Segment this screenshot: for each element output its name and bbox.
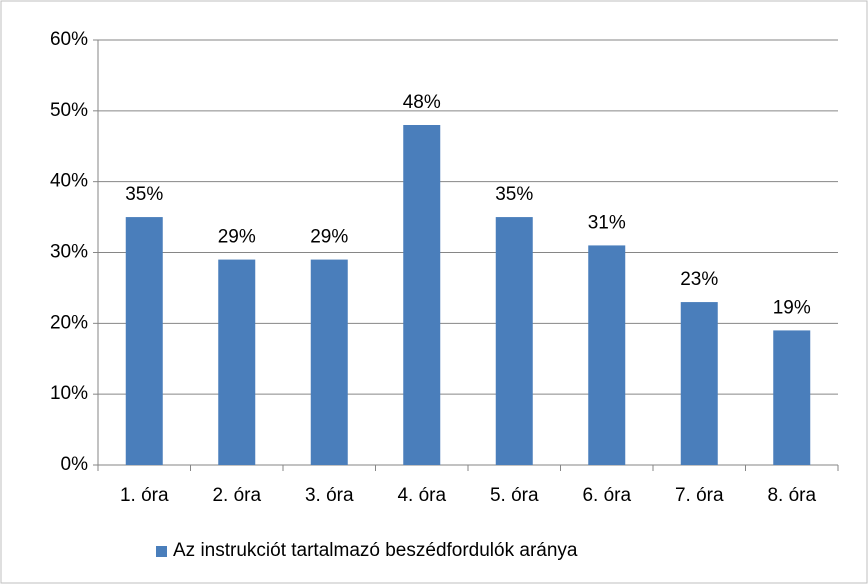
x-tick-label: 6. óra bbox=[582, 485, 631, 506]
x-tick-label: 8. óra bbox=[767, 485, 816, 506]
x-tick-label: 5. óra bbox=[490, 485, 539, 506]
y-tick-label: 20% bbox=[50, 312, 88, 333]
y-tick-label: 40% bbox=[50, 171, 88, 192]
y-tick-label: 10% bbox=[50, 383, 88, 404]
data-label: 48% bbox=[403, 92, 441, 113]
bar bbox=[495, 217, 533, 465]
y-tick-label: 60% bbox=[50, 29, 88, 50]
x-tick-label: 1. óra bbox=[120, 485, 169, 506]
x-tick-label: 2. óra bbox=[212, 485, 261, 506]
data-label: 35% bbox=[125, 184, 163, 205]
data-label: 31% bbox=[588, 212, 626, 233]
bar bbox=[310, 259, 348, 465]
x-tick-label: 3. óra bbox=[305, 485, 354, 506]
data-label: 29% bbox=[310, 227, 348, 248]
x-tick-label: 4. óra bbox=[397, 485, 446, 506]
y-tick-label: 0% bbox=[61, 454, 89, 475]
bar bbox=[680, 302, 718, 465]
bar bbox=[125, 217, 163, 465]
y-tick-label: 30% bbox=[50, 242, 88, 263]
legend-label: Az instrukciót tartalmazó beszédfordulók… bbox=[173, 540, 578, 561]
bar bbox=[588, 245, 626, 465]
bar bbox=[403, 125, 441, 465]
data-label: 29% bbox=[218, 227, 256, 248]
bar bbox=[773, 330, 811, 465]
bar bbox=[218, 259, 256, 465]
x-tick-label: 7. óra bbox=[675, 485, 724, 506]
data-label: 23% bbox=[680, 269, 718, 290]
y-tick-label: 50% bbox=[50, 100, 88, 121]
legend-swatch bbox=[156, 546, 167, 557]
data-label: 35% bbox=[495, 184, 533, 205]
data-label: 19% bbox=[773, 297, 811, 318]
